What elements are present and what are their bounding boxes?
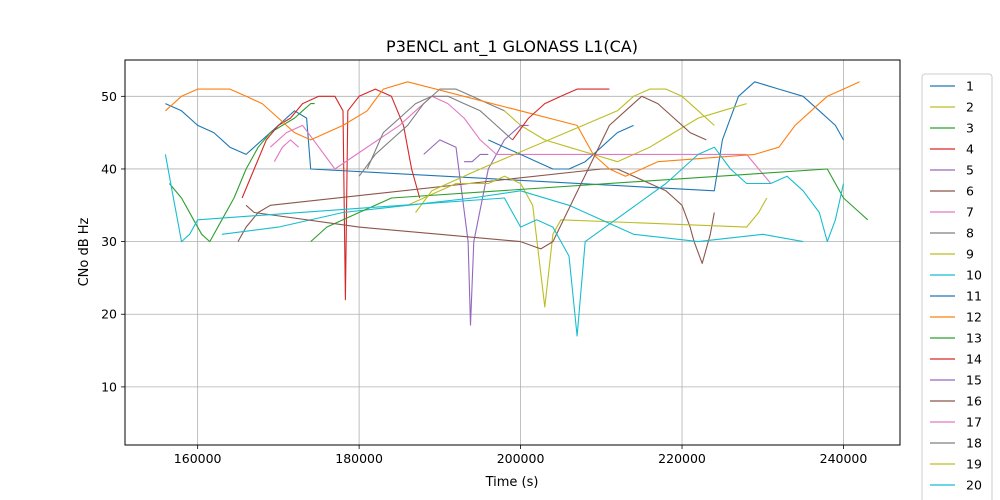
legend-label-8: 8 bbox=[966, 226, 974, 241]
series-line-20 bbox=[164, 146, 845, 337]
series-line-16 bbox=[245, 95, 707, 250]
legend-box bbox=[921, 73, 993, 500]
legend-label-17: 17 bbox=[966, 415, 982, 430]
legend-label-3: 3 bbox=[966, 121, 974, 136]
x-axis-ticks: 160000 180000 200000 220000 240000 bbox=[174, 445, 868, 466]
legend-label-13: 13 bbox=[966, 331, 982, 346]
legend-label-5: 5 bbox=[966, 163, 974, 178]
series-line-8 bbox=[358, 88, 505, 177]
y-axis-ticks: 10 20 30 40 50 bbox=[101, 89, 125, 394]
y-tick-label: 20 bbox=[101, 307, 117, 322]
legend-label-4: 4 bbox=[966, 142, 974, 157]
legend-label-15: 15 bbox=[966, 373, 982, 388]
grid-layer bbox=[125, 60, 900, 445]
y-tick-label: 50 bbox=[101, 89, 117, 104]
series-line-11 bbox=[488, 124, 634, 170]
plot-frame bbox=[124, 59, 901, 446]
legend-label-9: 9 bbox=[966, 247, 974, 262]
legend-label-11: 11 bbox=[966, 289, 982, 304]
legend-label-19: 19 bbox=[966, 457, 982, 472]
y-tick-label: 40 bbox=[101, 161, 117, 176]
series-line-1 bbox=[165, 81, 844, 192]
legend-label-12: 12 bbox=[966, 310, 982, 325]
legend-label-18: 18 bbox=[966, 436, 982, 451]
y-tick-label: 30 bbox=[101, 234, 117, 249]
legend-label-7: 7 bbox=[966, 205, 974, 220]
series-layer bbox=[164, 81, 869, 337]
series-line-19 bbox=[415, 88, 715, 213]
y-tick-label: 10 bbox=[101, 379, 117, 394]
x-tick-label: 220000 bbox=[658, 451, 706, 466]
legend-label-6: 6 bbox=[966, 184, 974, 199]
series-line-12 bbox=[165, 81, 860, 177]
legend-label-10: 10 bbox=[966, 268, 982, 283]
legend-label-1: 1 bbox=[966, 79, 974, 94]
legend: 123456789101112131415161718192021 bbox=[921, 73, 993, 500]
series-line-5 bbox=[423, 124, 529, 326]
x-tick-label: 160000 bbox=[174, 451, 222, 466]
series-line-10 bbox=[221, 190, 804, 243]
legend-label-2: 2 bbox=[966, 100, 974, 115]
x-axis-label: Time (s) bbox=[485, 475, 539, 490]
series-line-18 bbox=[366, 95, 513, 170]
legend-label-16: 16 bbox=[966, 394, 982, 409]
series-line-9 bbox=[407, 175, 768, 308]
x-tick-label: 200000 bbox=[497, 451, 545, 466]
series-line-17 bbox=[273, 139, 299, 162]
x-tick-label: 180000 bbox=[335, 451, 383, 466]
y-axis-label: CNo dB Hz bbox=[77, 217, 92, 286]
legend-label-14: 14 bbox=[966, 352, 982, 367]
series-line-4 bbox=[241, 88, 421, 301]
series-line-2 bbox=[504, 103, 747, 163]
series-line-14 bbox=[512, 88, 610, 141]
chart-title: P3ENCL ant_1 GLONASS L1(CA) bbox=[386, 37, 638, 57]
legend-label-21: 21 bbox=[966, 499, 982, 500]
x-tick-label: 240000 bbox=[820, 451, 868, 466]
series-line-6 bbox=[237, 168, 715, 264]
series-line-3 bbox=[168, 103, 315, 243]
series-line-15 bbox=[464, 153, 489, 163]
legend-label-20: 20 bbox=[966, 478, 982, 493]
